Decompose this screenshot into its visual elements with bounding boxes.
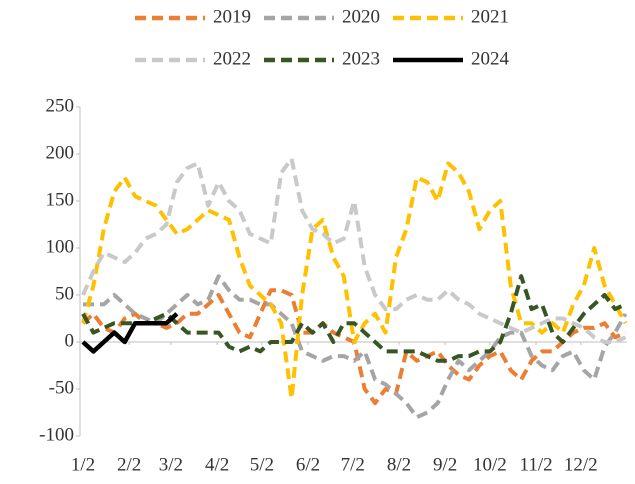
x-tick-label: 1/2	[71, 454, 95, 475]
x-tick-label: 9/2	[433, 454, 457, 475]
x-tick-label: 6/2	[296, 454, 320, 475]
legend-label: 2021	[471, 6, 509, 27]
legend-label: 2020	[342, 6, 380, 27]
y-tick-label: 250	[46, 95, 75, 116]
x-tick-label: 12/2	[564, 454, 598, 475]
y-tick-label: 0	[65, 330, 75, 351]
legend-label: 2022	[213, 48, 251, 69]
y-tick-label: -100	[39, 424, 74, 445]
y-tick-label: 100	[46, 236, 75, 257]
x-tick-label: 3/2	[159, 454, 183, 475]
x-tick-label: 2/2	[117, 454, 141, 475]
y-tick-label: -50	[49, 377, 74, 398]
legend-label: 2024	[471, 48, 510, 69]
x-tick-label: 5/2	[250, 454, 274, 475]
x-tick-label: 8/2	[387, 454, 411, 475]
x-tick-label: 10/2	[473, 454, 507, 475]
x-tick-label: 4/2	[205, 454, 229, 475]
y-tick-label: 200	[46, 142, 75, 163]
legend-label: 2023	[342, 48, 380, 69]
x-tick-label: 11/2	[520, 454, 553, 475]
x-tick-label: 7/2	[341, 454, 365, 475]
legend-label: 2019	[213, 6, 251, 27]
series-line	[81, 161, 628, 401]
series-line	[83, 274, 628, 420]
y-tick-label: 50	[55, 283, 74, 304]
y-tick-label: 150	[46, 189, 75, 210]
series-line	[81, 274, 627, 363]
series-line	[81, 312, 179, 354]
series-line	[81, 156, 627, 344]
